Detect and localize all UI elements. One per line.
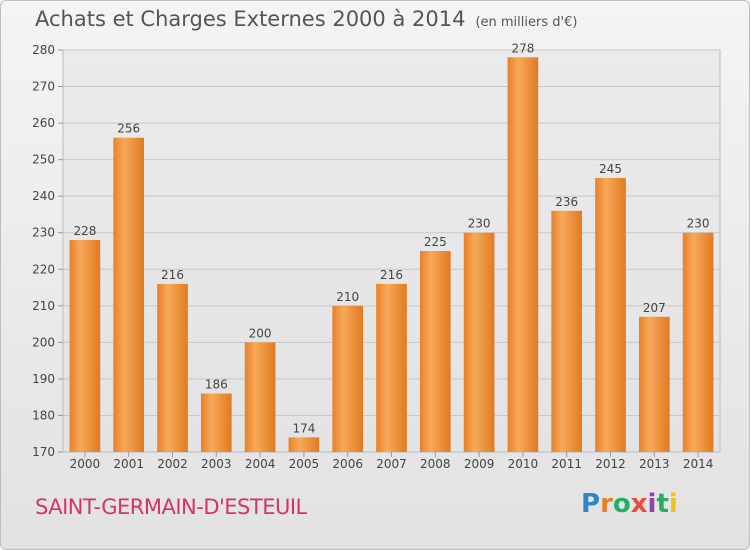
bar-value-label: 207 [643, 301, 666, 315]
y-tick-label: 180 [32, 408, 55, 422]
logo-letter: r [600, 489, 613, 519]
x-tick-label: 2013 [639, 457, 670, 471]
bar-value-label: 186 [205, 378, 228, 392]
logo-letter: P [581, 489, 601, 519]
bar [200, 393, 232, 452]
bar [332, 305, 364, 452]
bar-value-label: 225 [424, 235, 447, 249]
x-tick-label: 2006 [332, 457, 363, 471]
bar-value-label: 230 [687, 217, 710, 231]
y-tick-label: 190 [32, 372, 55, 386]
chart-units: (en milliers d'€) [475, 15, 578, 30]
bar-value-label: 230 [468, 217, 491, 231]
bar [638, 316, 670, 452]
bar-value-label: 256 [117, 122, 140, 136]
bar-value-label: 236 [555, 195, 578, 209]
x-tick-label: 2000 [70, 457, 101, 471]
y-tick-label: 210 [32, 299, 55, 313]
logo-letter: o [612, 489, 631, 519]
bar [288, 437, 320, 452]
bar [376, 283, 407, 452]
bar-value-label: 174 [292, 421, 315, 435]
y-tick-label: 260 [32, 116, 55, 130]
logo-letter: i [668, 489, 678, 519]
x-tick-label: 2014 [683, 457, 714, 471]
bar [595, 177, 626, 452]
bar [682, 232, 714, 452]
x-tick-label: 2004 [245, 457, 276, 471]
x-tick-label: 2003 [201, 457, 232, 471]
bar [507, 57, 539, 453]
y-tick-label: 170 [32, 445, 55, 459]
y-tick-label: 280 [32, 43, 55, 57]
logo-letter: t [656, 489, 669, 519]
bar-value-label: 200 [249, 326, 272, 340]
x-tick-label: 2005 [289, 457, 320, 471]
x-tick-label: 2007 [376, 457, 407, 471]
x-tick-label: 2001 [113, 457, 144, 471]
y-tick-label: 230 [32, 226, 55, 240]
bar [463, 232, 495, 452]
bar-value-label: 278 [511, 41, 534, 55]
x-tick-label: 2002 [157, 457, 188, 471]
chart-title-text: Achats et Charges Externes 2000 à 2014 [35, 7, 466, 31]
x-tick-label: 2012 [595, 457, 626, 471]
x-tick-label: 2010 [508, 457, 539, 471]
y-axis: 170 180 190 200 210 220 230 240 250 260 270 280 [32, 43, 63, 459]
y-tick-label: 220 [32, 262, 55, 276]
y-tick-label: 200 [32, 335, 55, 349]
x-tick-label: 2011 [551, 457, 582, 471]
x-axis: 2000 2001 2002 2003 2004 2005 2006 2007 2008 2009… [70, 452, 714, 471]
logo-letter: x [630, 489, 648, 519]
bar [69, 240, 101, 452]
y-tick-label: 240 [32, 189, 55, 203]
bar-value-label: 210 [336, 290, 359, 304]
bar [113, 137, 145, 452]
bar [157, 283, 188, 452]
bar [419, 251, 451, 452]
proxiti-logo[interactable]: Proxiti [581, 489, 678, 519]
bar [551, 210, 583, 452]
bars: 228 256 216 186 200 174 210 216 225 230 278 236 245 2… [69, 41, 714, 453]
bar-value-label: 216 [161, 268, 184, 282]
bar-value-label: 228 [73, 224, 96, 238]
y-tick-label: 250 [32, 153, 55, 167]
x-tick-label: 2009 [464, 457, 495, 471]
bar-value-label: 245 [599, 162, 622, 176]
x-tick-label: 2008 [420, 457, 451, 471]
bar [244, 342, 276, 452]
city-name: SAINT-GERMAIN-D'ESTEUIL [35, 495, 307, 519]
bar-value-label: 216 [380, 268, 403, 282]
y-tick-label: 270 [32, 80, 55, 94]
logo-letter: i [647, 489, 657, 519]
chart-title: Achats et Charges Externes 2000 à 2014 (e… [35, 7, 577, 31]
